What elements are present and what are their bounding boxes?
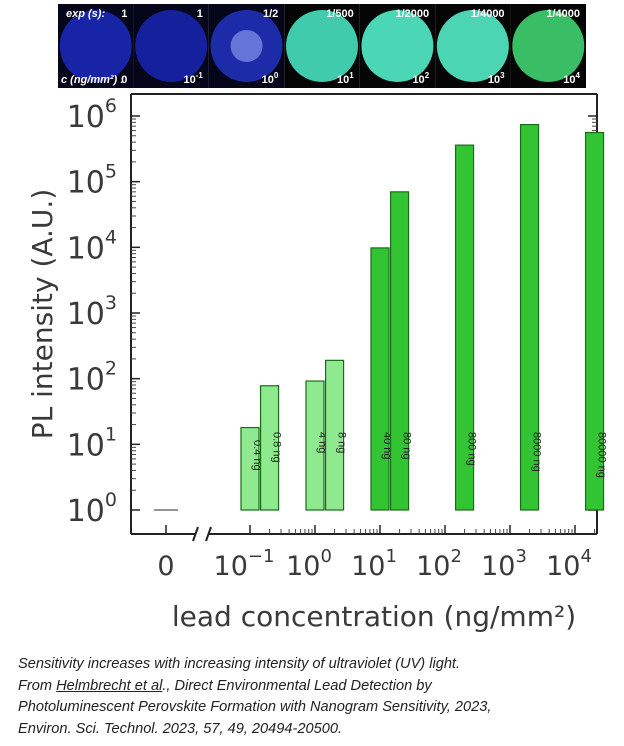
figure-caption: Sensitivity increases with increasing in… <box>18 654 614 740</box>
x-zero-label: 0 <box>157 551 174 582</box>
axis-break-mark <box>192 526 199 542</box>
bar-group: 40 ng <box>370 247 393 511</box>
concentration-label: c (ng/mm²) : <box>61 74 124 86</box>
x-tick-label: 101 <box>351 546 397 582</box>
x-tick-label: 103 <box>481 546 527 582</box>
bar-group: 0.8 ng <box>259 385 283 511</box>
x-tick-label: 100 <box>286 546 332 582</box>
sample-panel: 110-1 <box>133 4 209 88</box>
y-tick-exponent: 5 <box>105 161 117 183</box>
y-tick-exponent: 3 <box>105 292 117 314</box>
exposure-value: 1 <box>121 8 127 20</box>
y-tick-exponent: 2 <box>105 358 117 380</box>
y-tick-label: 101 <box>67 423 117 463</box>
sample-spot <box>361 10 434 82</box>
caption-title: ., Direct Environmental Lead Detection b… <box>162 677 432 694</box>
y-tick-label: 103 <box>67 292 117 332</box>
sample-spot <box>135 10 208 82</box>
caption-line-2: From Helmbrecht et al., Direct Environme… <box>18 676 614 698</box>
x-axis-title: lead concentration (ng/mm²) <box>172 600 576 633</box>
caption-line-4: Environ. Sci. Technol. 2023, 57, 49, 204… <box>18 720 342 737</box>
concentration-exponent: 4 <box>576 71 581 80</box>
data-bar <box>324 359 345 511</box>
y-tick-label: 104 <box>67 226 117 266</box>
exposure-value: 1/4000 <box>546 8 580 20</box>
sample-panel: 10 <box>58 4 134 88</box>
bar-group: 8 ng <box>324 359 348 511</box>
data-bar <box>584 131 605 511</box>
y-tick-exponent: 6 <box>105 95 117 117</box>
bar-label: 8000 ng <box>531 432 543 472</box>
data-bar <box>389 191 410 511</box>
sample-spot <box>512 10 585 82</box>
sample-spot <box>436 10 509 82</box>
data-bar <box>305 380 325 511</box>
y-axis-title: PL intensity (A.U.) <box>26 189 59 439</box>
concentration-value: 0 <box>121 74 127 86</box>
citation-link[interactable]: Helmbrecht et al <box>56 677 163 694</box>
caption-line-3: Photoluminescent Perovskite Formation wi… <box>18 699 492 715</box>
x-tick-exponent: 3 <box>515 546 526 567</box>
sample-spot <box>59 10 132 82</box>
x-tick-label: 10−1 <box>214 546 275 582</box>
y-tick-label: 100 <box>67 489 117 529</box>
bar-label: 80000 ng <box>596 432 608 478</box>
bar-group: 800 ng <box>454 144 478 511</box>
exposure-value: 1/2 <box>263 8 278 20</box>
bar-group: 4 ng <box>305 380 328 511</box>
concentration-exponent: 2 <box>425 71 430 80</box>
y-tick-label: 102 <box>67 358 117 398</box>
bar-label: 800 ng <box>466 432 478 466</box>
exposure-value: 1 <box>197 8 203 20</box>
data-bar <box>454 144 475 511</box>
concentration-exponent: 0 <box>274 71 279 80</box>
sample-image-strip: 10110-11/21001/5001011/20001021/40001031… <box>58 4 586 88</box>
x-tick-exponent: 0 <box>320 546 331 567</box>
x-tick-exponent: 2 <box>450 546 461 567</box>
concentration-exponent: 1 <box>349 71 354 80</box>
sample-spot <box>286 10 358 82</box>
x-tick-label: 102 <box>416 546 462 582</box>
bar-group: 80 ng <box>389 191 413 511</box>
axis-break-mark <box>205 526 212 542</box>
emission-center <box>230 30 263 62</box>
exposure-value: 1/500 <box>326 8 354 20</box>
bar-group: 0.4 ng <box>240 426 263 511</box>
x-tick-exponent: −1 <box>248 546 275 567</box>
data-bar <box>240 426 260 511</box>
exposure-label: exp (s): <box>66 8 105 20</box>
caption-line-1: Sensitivity increases with increasing in… <box>18 656 461 672</box>
x-tick-exponent: 1 <box>385 546 396 567</box>
caption-from: From <box>18 677 57 694</box>
y-tick-label: 106 <box>67 95 117 135</box>
y-tick-exponent: 1 <box>105 423 117 445</box>
exposure-value: 1/2000 <box>395 8 429 20</box>
data-bar <box>259 385 280 511</box>
bar-group: 80000 ng <box>584 131 608 511</box>
bar-group: 8000 ng <box>519 123 543 511</box>
concentration-exponent: -1 <box>196 71 204 80</box>
y-tick-label: 105 <box>67 161 117 201</box>
bar-label: 80 ng <box>401 432 413 460</box>
data-bar <box>519 123 540 511</box>
exposure-value: 1/4000 <box>471 8 505 20</box>
x-tick-exponent: 4 <box>580 546 591 567</box>
concentration-exponent: 3 <box>500 71 505 80</box>
bar-label: 0.8 ng <box>271 432 283 463</box>
y-tick-exponent: 0 <box>105 489 117 511</box>
data-bar <box>370 247 390 511</box>
x-tick-label: 104 <box>546 546 592 582</box>
bar-label: 8 ng <box>336 432 348 453</box>
y-tick-exponent: 4 <box>105 226 117 248</box>
